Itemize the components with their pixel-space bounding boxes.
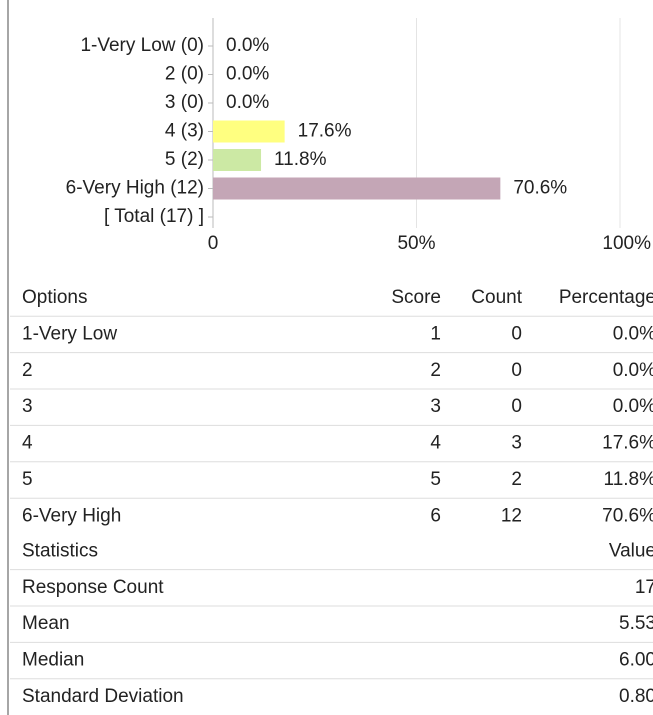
table-cell: 0.0% [613,323,653,344]
table-header: Percentage [559,287,653,308]
table-cell: 12 [501,505,522,526]
category-label: 1-Very Low (0) [80,35,204,56]
table-cell: Response Count [22,577,164,598]
table-cell: 6 [430,505,441,526]
table-header: Value [609,540,653,561]
table-cell: 17 [635,577,653,598]
table-cell: 3 [22,396,33,417]
category-label: 5 (2) [165,149,204,170]
table-cell: 5.53 [619,613,653,634]
table-cell: 5 [430,469,441,490]
table-cell: 4 [22,433,33,454]
table-cell: 3 [430,396,441,417]
bar [213,177,501,200]
table-cell: 1-Very Low [22,323,117,344]
value-label: 17.6% [298,121,352,142]
table-cell: 0 [511,360,522,381]
table-cell: Standard Deviation [22,686,184,707]
bar [213,120,285,143]
table-cell: 3 [511,433,522,454]
x-tick-label: 50% [397,233,435,254]
table-header: Options [22,287,87,308]
table-header: Statistics [22,540,98,561]
table-cell: 70.6% [602,505,653,526]
table-cell: Median [22,650,84,671]
table-cell: 6-Very High [22,505,121,526]
table-cell: 0.0% [613,360,653,381]
value-label: 70.6% [513,178,567,199]
category-label: 3 (0) [165,92,204,113]
table-cell: 1 [430,323,441,344]
table-cell: 0.0% [613,396,653,417]
value-label: 11.8% [274,149,327,170]
category-label: 6-Very High (12) [66,178,204,199]
table-cell: 2 [430,360,441,381]
x-tick-label: 100% [602,233,651,254]
bar [213,149,262,171]
table-cell: 4 [430,433,441,454]
table-cell: 17.6% [602,433,653,454]
category-label: [ Total (17) ] [104,206,204,227]
table-cell: 0 [511,323,522,344]
x-tick-label: 0 [208,233,219,254]
category-label: 4 (3) [165,121,204,142]
value-label: 0.0% [226,64,269,85]
table-cell: 6.00 [619,650,653,671]
table-cell: 2 [22,360,33,381]
value-label: 0.0% [226,92,269,113]
table-cell: 5 [22,469,33,490]
value-label: 0.0% [226,35,269,56]
table-header: Count [471,287,522,308]
category-label: 2 (0) [165,64,204,85]
table-cell: Mean [22,613,70,634]
table-cell: 0.80 [619,686,653,707]
table-cell: 2 [511,469,522,490]
table-header: Score [391,287,441,308]
table-cell: 0 [511,396,522,417]
table-cell: 11.8% [604,469,653,490]
